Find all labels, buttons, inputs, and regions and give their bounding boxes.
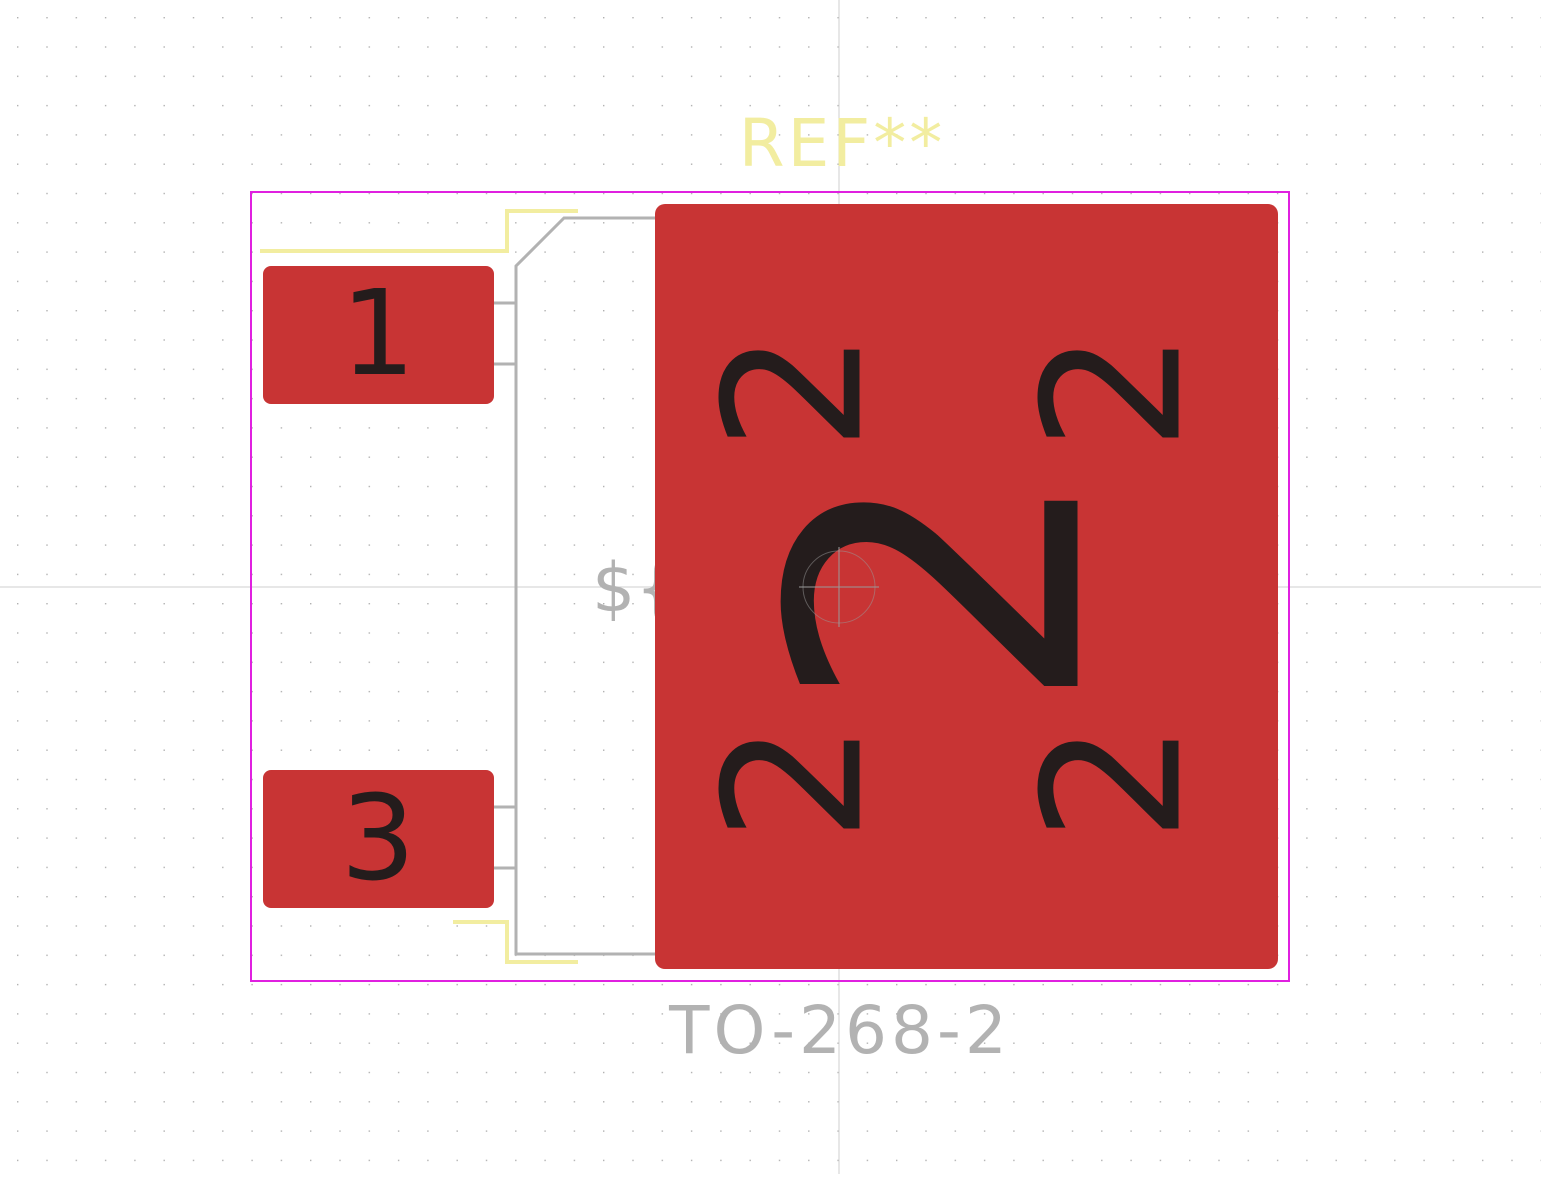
courtyard-outline <box>250 191 1290 982</box>
fab-body-outline <box>514 216 655 956</box>
pad-3-number: 3 <box>340 769 415 907</box>
pad-1-copper <box>263 266 494 404</box>
pad-2-copper <box>655 204 1278 969</box>
pad-3-copper <box>263 770 494 908</box>
pad-1-number: 1 <box>340 264 415 402</box>
pad-2-number-bottom-right: 2 <box>1003 722 1224 843</box>
pad-1[interactable]: 1 <box>263 264 494 404</box>
pad-2-number-top-left: 2 <box>684 331 905 452</box>
footprint-value[interactable]: TO-268-2 <box>668 992 1011 1069</box>
reference-designator[interactable]: REF** <box>739 105 946 182</box>
silkscreen-bottom-outline <box>453 920 578 964</box>
silkscreen-top-outline <box>260 209 578 253</box>
pad-2[interactable]: 2 2 2 2 2 <box>655 204 1278 969</box>
footprint-anchor-icon <box>799 547 879 627</box>
pad-2-number-center: 2 <box>708 461 1173 716</box>
pad-2-number-top-right: 2 <box>1003 331 1224 452</box>
pad-3[interactable]: 3 <box>263 769 494 908</box>
pad-2-number-bottom-left: 2 <box>684 722 905 843</box>
